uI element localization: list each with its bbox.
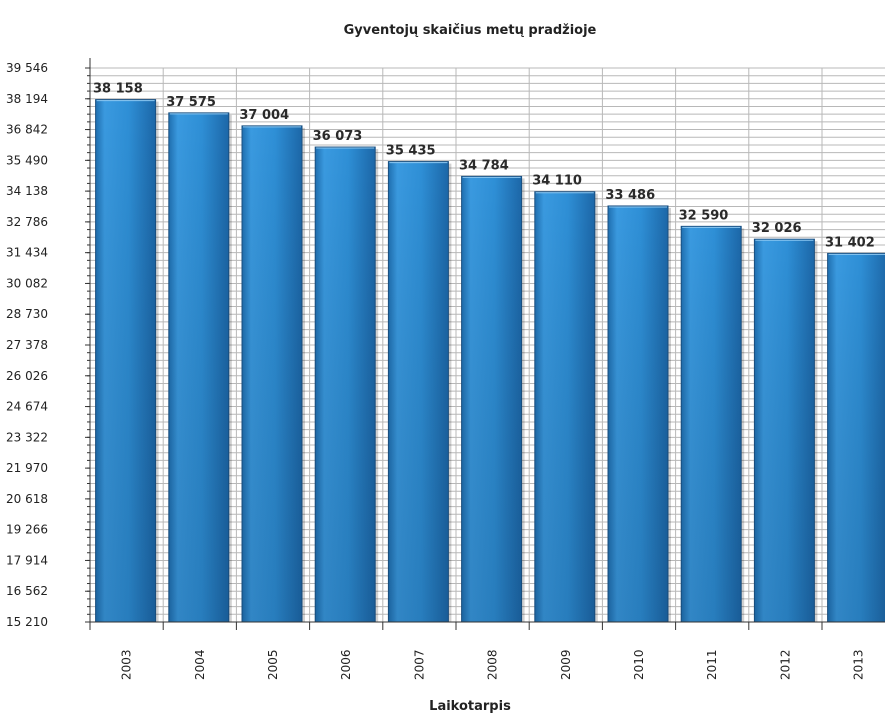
y-tick-label: 24 674 bbox=[6, 400, 48, 414]
x-tick-label: 2010 bbox=[632, 649, 646, 680]
y-tick-label: 27 378 bbox=[6, 338, 48, 352]
x-tick-label: 2006 bbox=[339, 649, 353, 680]
value-label: 33 486 bbox=[605, 188, 655, 203]
x-tick-label: 2012 bbox=[778, 649, 792, 680]
bar-shade bbox=[315, 147, 376, 622]
y-tick-label: 39 546 bbox=[6, 61, 48, 75]
value-labels: 38 158 37 575 37 004 36 073 35 435 34 784 34 1… bbox=[93, 82, 875, 251]
x-tick-label: 2005 bbox=[266, 649, 280, 680]
x-tick-label: 2013 bbox=[852, 649, 866, 680]
bar-shade bbox=[681, 226, 742, 622]
y-tick-label: 30 082 bbox=[6, 276, 48, 290]
value-label: 37 575 bbox=[166, 95, 216, 110]
value-label: 32 590 bbox=[679, 208, 729, 223]
value-label: 38 158 bbox=[93, 82, 143, 97]
axes bbox=[89, 58, 885, 623]
bar-shade bbox=[95, 99, 156, 623]
y-tick-label: 20 618 bbox=[6, 492, 48, 506]
bars bbox=[95, 99, 885, 623]
bar-shade bbox=[534, 191, 595, 622]
value-label: 37 004 bbox=[239, 108, 289, 123]
y-tick-label: 26 026 bbox=[6, 369, 48, 383]
y-tick-label: 16 562 bbox=[6, 584, 48, 598]
x-axis-ticks: 2003 2004 2005 2006 2007 2008 2009 2010 2011 2012… bbox=[89, 622, 866, 680]
x-axis-label: Laikotarpis bbox=[429, 699, 511, 714]
value-label: 34 784 bbox=[459, 158, 509, 173]
bar-shade bbox=[754, 239, 815, 622]
bar-shade bbox=[168, 112, 229, 622]
value-label: 31 402 bbox=[825, 235, 875, 250]
x-tick-label: 2007 bbox=[412, 649, 426, 680]
y-tick-label: 17 914 bbox=[6, 553, 48, 567]
chart-title: Gyventojų skaičius metų pradžioje bbox=[344, 23, 597, 38]
x-tick-label: 2003 bbox=[120, 649, 134, 680]
y-tick-label: 32 786 bbox=[6, 215, 48, 229]
y-tick-label: 34 138 bbox=[6, 184, 48, 198]
value-label: 34 110 bbox=[532, 174, 582, 189]
bar-shade bbox=[242, 125, 302, 623]
bar-shade bbox=[827, 253, 885, 622]
y-tick-label: 36 842 bbox=[6, 123, 48, 137]
value-label: 36 073 bbox=[313, 129, 363, 144]
y-axis-ticks: 15 210 16 562 17 914 19 266 20 618 21 970 23 3… bbox=[6, 61, 90, 629]
bar-shade bbox=[608, 205, 668, 622]
x-tick-label: 2011 bbox=[705, 649, 719, 680]
x-tick-label: 2004 bbox=[193, 649, 207, 680]
y-tick-label: 38 194 bbox=[6, 92, 48, 106]
x-tick-label: 2008 bbox=[486, 649, 500, 680]
x-tick-label: 2009 bbox=[559, 649, 573, 680]
y-tick-label: 35 490 bbox=[6, 153, 48, 167]
y-tick-label: 15 210 bbox=[6, 615, 48, 629]
y-tick-label: 23 322 bbox=[6, 430, 48, 444]
y-tick-label: 28 730 bbox=[6, 307, 48, 321]
value-label: 32 026 bbox=[752, 221, 802, 236]
y-tick-label: 21 970 bbox=[6, 461, 48, 475]
bar-shade bbox=[388, 161, 449, 622]
value-label: 35 435 bbox=[386, 144, 436, 159]
y-tick-label: 19 266 bbox=[6, 523, 48, 537]
y-tick-label: 31 434 bbox=[6, 246, 48, 260]
bar-shade bbox=[461, 176, 522, 623]
